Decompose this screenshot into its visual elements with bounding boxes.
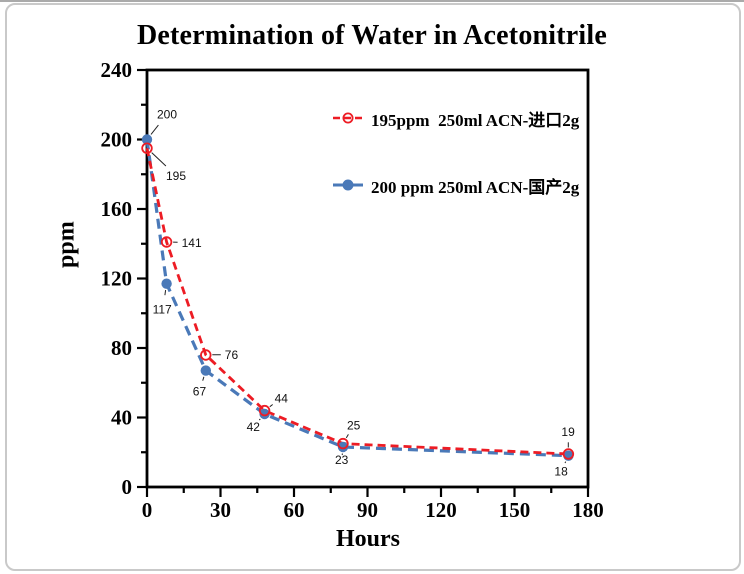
data-point-open-circle: [160, 236, 173, 248]
x-tick-label: 30: [210, 498, 231, 522]
data-point-filled-circle: [161, 278, 172, 289]
annotation-leader-line: [564, 461, 567, 464]
point-value-label: 117: [153, 303, 172, 317]
annotation-leader-line: [151, 152, 167, 167]
annotation-leader-line: [269, 404, 274, 408]
y-tick-label: 200: [101, 128, 133, 152]
red-dashed-open-circle-icon: [333, 112, 363, 124]
data-point-open-circle: [337, 437, 349, 450]
annotation-leader-line: [164, 290, 167, 296]
data-point-filled-circle: [337, 441, 349, 453]
x-tick-label: 150: [499, 498, 531, 522]
point-value-label: 18: [554, 465, 568, 479]
y-tick-label: 80: [111, 336, 132, 360]
data-point-filled-circle: [141, 134, 153, 145]
point-value-label: 25: [347, 419, 361, 433]
point-value-label: 19: [561, 425, 575, 439]
x-tick-label: 180: [572, 498, 604, 522]
point-value-label: 76: [225, 348, 239, 362]
x-tick-label: 90: [357, 498, 378, 522]
legend-label-domestic: 200 ppm 250ml ACN-国产2g: [371, 177, 580, 197]
data-point-filled-circle: [259, 408, 270, 420]
data-point-open-circle: [141, 142, 153, 154]
point-value-label: 200: [157, 108, 177, 122]
x-axis-title: Hours: [335, 526, 400, 552]
data-point-open-circle: [562, 448, 575, 460]
legend-label-imported: 195ppm 250ml ACN-进口2g: [371, 110, 580, 130]
window-top-edge: [0, 0, 744, 2]
chart-title: Determination of Water in Acetonitrile: [136, 20, 608, 51]
y-tick-label: 40: [111, 406, 132, 430]
data-point-open-circle: [258, 404, 271, 417]
y-tick-label: 160: [101, 197, 133, 221]
x-tick-label: 0: [142, 498, 153, 522]
point-value-label: 23: [335, 453, 349, 467]
legend-item-imported: 195ppm 250ml ACN-进口2g: [332, 107, 580, 130]
x-tick-label: 60: [284, 498, 305, 522]
series-line-open-circle: [145, 147, 569, 456]
plot-frame: [145, 68, 590, 489]
point-value-label: 195: [166, 169, 186, 183]
chart-card: [5, 3, 741, 571]
blue-solid-filled-circle-icon: [333, 179, 363, 191]
y-tick-label: 120: [101, 267, 133, 291]
x-tick-label: 120: [425, 498, 457, 522]
annotation-leader-line: [345, 434, 349, 439]
data-point-filled-circle: [200, 365, 211, 376]
y-tick-label: 240: [101, 58, 133, 82]
axis-ticks: 0 30 60 90 120 150 180 0 40 80 120 160 200 240: [101, 58, 604, 522]
point-value-label: 141: [182, 236, 202, 250]
series-line-filled-circle: [145, 139, 569, 458]
point-value-label: 44: [275, 392, 289, 406]
annotation-leader-line: [150, 124, 159, 135]
y-tick-label: 0: [122, 475, 133, 499]
data-point-open-circle: [200, 349, 212, 361]
legend-item-domestic: 200 ppm 250ml ACN-国产2g: [332, 174, 580, 197]
annotation-leader-line: [258, 418, 261, 421]
point-value-label: 67: [193, 385, 207, 399]
annotation-leader-line: [202, 376, 205, 381]
point-value-label: 42: [247, 420, 261, 434]
